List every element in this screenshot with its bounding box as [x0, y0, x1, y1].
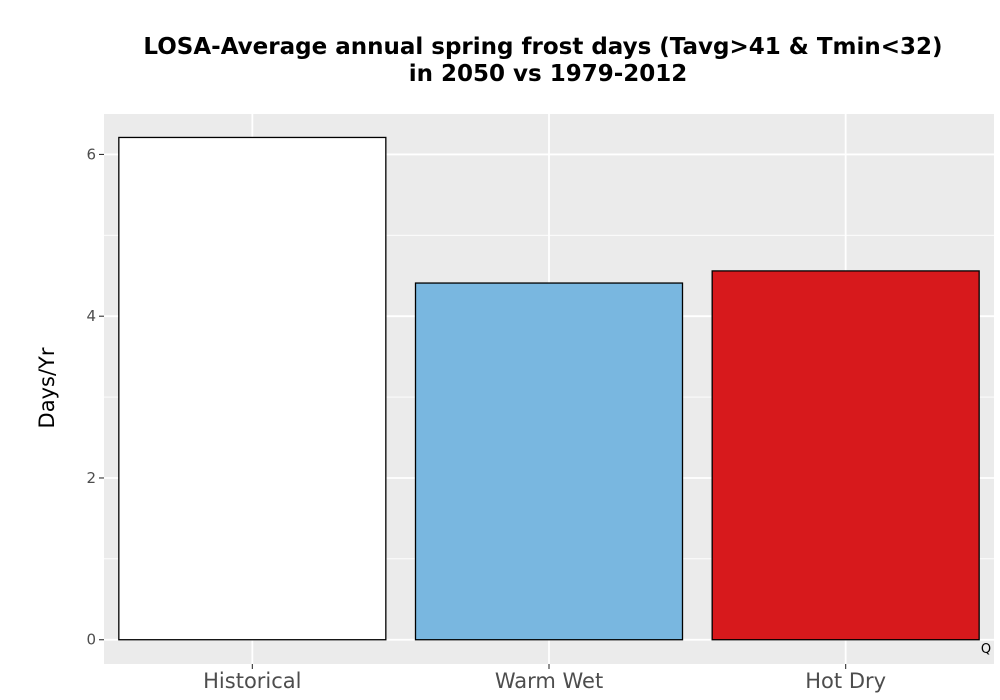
x-tick-label: Warm Wet	[495, 669, 603, 693]
bar-warm-wet	[414, 282, 684, 641]
bar-historical	[118, 136, 387, 641]
bar-hot-dry	[711, 270, 980, 641]
y-tick-label: 2	[86, 469, 96, 487]
y-tick-label: 6	[86, 145, 96, 163]
chart-title: LOSA-Average annual spring frost days (T…	[143, 34, 942, 87]
bar-series	[118, 136, 980, 641]
y-axis-title: Days/Yr	[35, 347, 59, 428]
chart-title-line-2: in 2050 vs 1979-2012	[409, 61, 688, 87]
x-tick-label: Historical	[203, 669, 301, 693]
y-axis: 0 2 4 6	[86, 145, 104, 649]
chart-title-line-1: LOSA-Average annual spring frost days (T…	[143, 34, 942, 60]
x-tick-label: Hot Dry	[805, 669, 886, 693]
corner-mark: Q	[981, 642, 991, 657]
y-tick-label: 4	[86, 307, 96, 325]
x-axis: Historical Warm Wet Hot Dry	[203, 664, 886, 693]
y-tick-label: 0	[86, 631, 96, 649]
